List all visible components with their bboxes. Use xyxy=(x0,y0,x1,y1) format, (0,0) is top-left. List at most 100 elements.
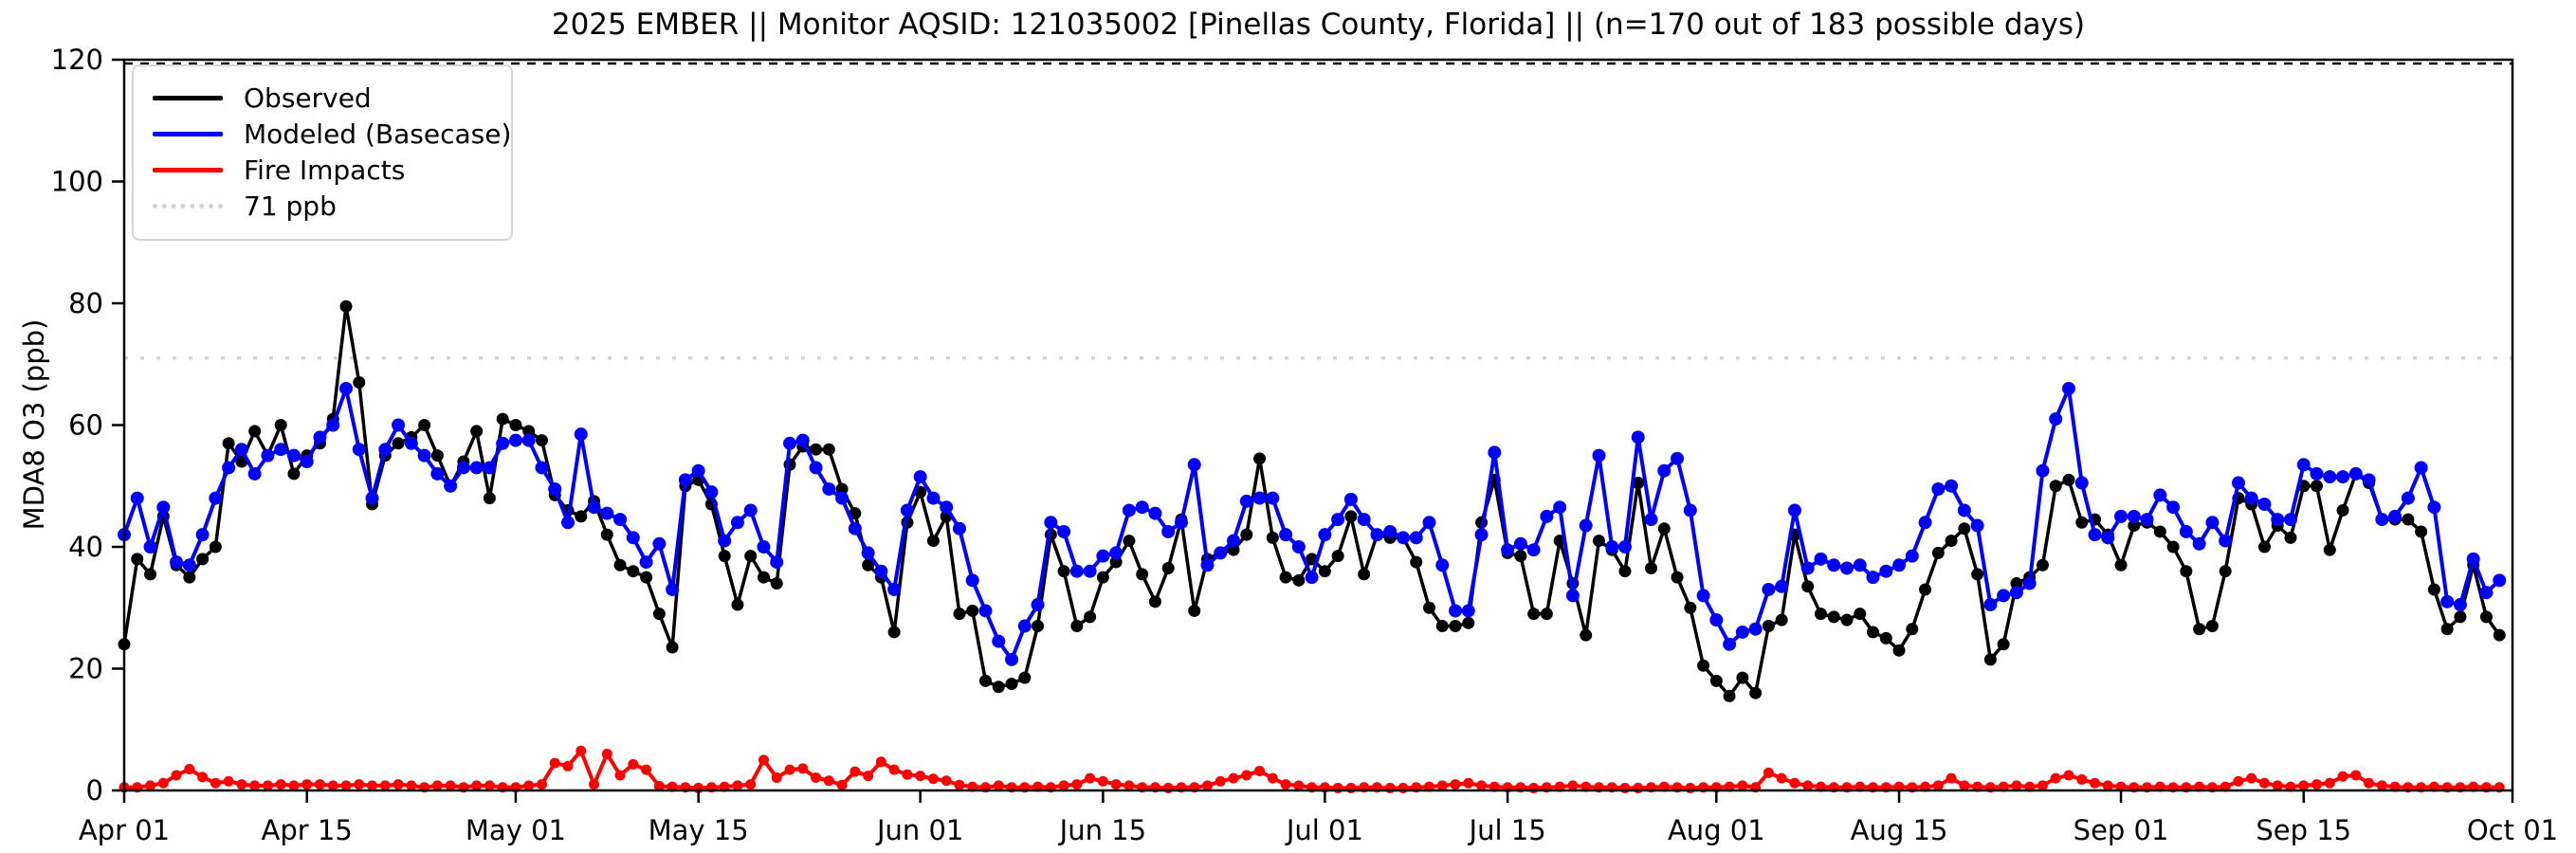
x-tick-label: Apr 01 xyxy=(79,814,170,846)
data-point xyxy=(600,506,614,520)
data-point xyxy=(2364,777,2375,789)
data-point xyxy=(757,571,770,584)
data-point xyxy=(352,443,366,457)
data-point xyxy=(900,503,914,517)
data-point xyxy=(209,491,223,505)
data-point xyxy=(1631,430,1645,445)
x-tick-label: Jul 01 xyxy=(1285,814,1363,846)
data-point xyxy=(770,555,784,570)
data-point xyxy=(1644,513,1658,527)
data-point xyxy=(300,455,314,469)
data-point xyxy=(196,553,210,566)
data-point xyxy=(2348,466,2363,481)
series-modeled-basecase- xyxy=(118,381,2507,666)
data-point xyxy=(523,780,535,791)
data-point xyxy=(430,466,445,481)
data-point xyxy=(913,470,927,484)
legend-row-observed: Observed xyxy=(153,80,511,116)
data-point xyxy=(2036,558,2049,572)
data-point xyxy=(797,763,809,774)
legend-line-observed-icon xyxy=(153,95,223,100)
data-point xyxy=(2324,777,2335,789)
legend-label-fire: Fire Impacts xyxy=(244,154,406,186)
data-point xyxy=(1188,604,1201,617)
data-point xyxy=(1513,536,1527,551)
data-point xyxy=(2193,623,2206,636)
data-point xyxy=(1618,565,1632,578)
data-point xyxy=(1540,608,1553,621)
x-tick-label: Jul 15 xyxy=(1468,814,1546,846)
data-point xyxy=(758,754,769,766)
data-point xyxy=(1214,546,1228,560)
data-point xyxy=(2440,623,2454,636)
data-point xyxy=(288,780,300,791)
data-point xyxy=(2219,534,2233,548)
data-point xyxy=(236,779,247,790)
data-point xyxy=(2493,628,2506,642)
data-point xyxy=(1174,516,1188,530)
data-point xyxy=(641,764,652,775)
data-point xyxy=(1918,516,1932,530)
data-point xyxy=(1839,561,1854,575)
data-point xyxy=(483,492,496,505)
data-point xyxy=(1161,524,1176,538)
data-point xyxy=(2049,480,2062,493)
data-point xyxy=(822,443,835,456)
data-point xyxy=(1633,782,1644,793)
data-point xyxy=(1409,531,1423,545)
data-point xyxy=(496,436,510,450)
data-point xyxy=(1906,623,1919,636)
data-point xyxy=(1254,765,1266,776)
data-point xyxy=(2284,531,2297,544)
data-point xyxy=(744,550,758,563)
data-point xyxy=(522,425,536,438)
data-point xyxy=(1435,558,1450,572)
data-point xyxy=(2102,780,2113,791)
data-point xyxy=(1228,772,1239,784)
data-point xyxy=(1645,561,1658,574)
data-point xyxy=(2114,558,2128,572)
data-point xyxy=(2128,519,2141,533)
data-point xyxy=(275,779,286,790)
data-point xyxy=(234,443,248,457)
data-point xyxy=(1802,780,1814,791)
data-point xyxy=(1267,772,1278,784)
data-point xyxy=(469,461,484,475)
data-point xyxy=(365,491,379,505)
data-point xyxy=(952,521,966,535)
data-point xyxy=(1565,589,1580,603)
data-point xyxy=(2323,543,2336,556)
data-point xyxy=(678,473,692,487)
data-point xyxy=(1148,506,1162,520)
data-point xyxy=(810,443,823,456)
data-point xyxy=(1997,589,2011,603)
data-point xyxy=(811,772,822,784)
data-point xyxy=(1657,522,1671,535)
data-point xyxy=(1617,540,1632,554)
data-point xyxy=(340,780,352,791)
data-point xyxy=(745,779,757,790)
data-point xyxy=(640,571,653,584)
data-point xyxy=(927,773,939,785)
data-point xyxy=(1971,568,1984,581)
data-point xyxy=(992,634,1006,648)
legend-row-threshold: 71 ppb xyxy=(153,188,511,224)
data-point xyxy=(195,528,210,542)
data-point xyxy=(613,513,628,527)
data-point xyxy=(1031,598,1045,612)
data-point xyxy=(1463,777,1474,789)
data-point xyxy=(1331,513,1345,527)
data-point xyxy=(274,419,287,431)
data-point xyxy=(1253,452,1267,465)
data-point xyxy=(1266,491,1280,505)
data-point xyxy=(313,430,327,445)
data-point xyxy=(1931,546,1945,559)
data-point xyxy=(2258,777,2270,789)
data-point xyxy=(1085,772,1096,784)
data-point xyxy=(535,461,549,475)
data-point xyxy=(156,500,171,515)
data-point xyxy=(2061,381,2075,395)
data-point xyxy=(1997,638,2010,651)
x-tick-label: Aug 01 xyxy=(1668,814,1765,846)
data-point xyxy=(1345,782,1357,793)
